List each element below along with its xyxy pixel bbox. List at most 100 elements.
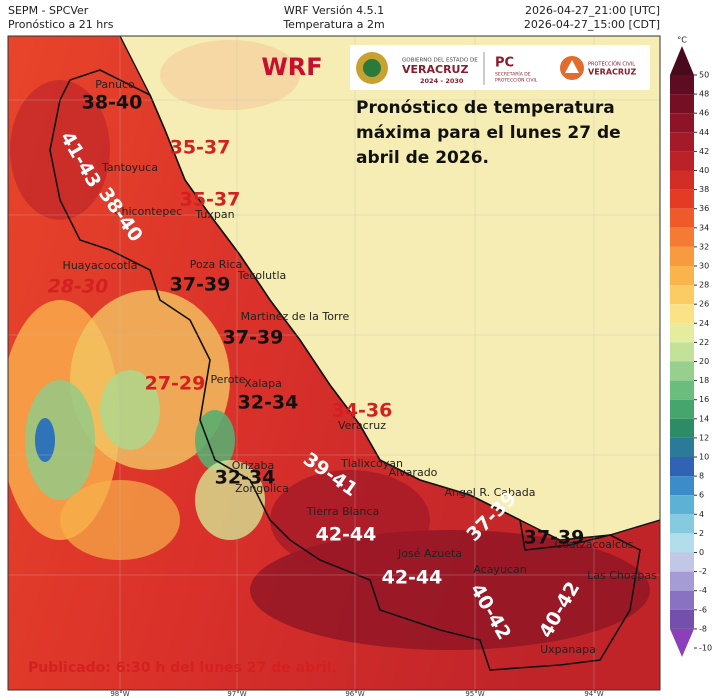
longitude-label: 98°W [110, 690, 129, 697]
colorbar-tick-label: 14 [699, 414, 709, 423]
colorbar-swatch [670, 208, 694, 228]
temperature-range: 35-37 [170, 137, 231, 159]
colorbar-unit: °C [677, 36, 687, 45]
colorbar-swatch [670, 590, 694, 610]
colorbar-tick-label: 0 [699, 548, 704, 557]
place-label: Las Choapas [587, 569, 657, 582]
colorbar-tick-label: -10 [699, 644, 712, 653]
temperature-range: 37-39 [524, 527, 585, 549]
logo-text: VERACRUZ [588, 68, 637, 77]
colorbar-tick-label: -8 [699, 624, 707, 633]
logo-text: PROTECCIÓN CIVIL [588, 61, 635, 68]
place-label: Acayucan [473, 563, 526, 576]
temperature-range: 28-30 [48, 276, 109, 298]
colorbar-swatch [670, 418, 694, 438]
colorbar-tick-label: -4 [699, 586, 707, 595]
colorbar-swatch [670, 323, 694, 343]
longitude-label: 95°W [465, 690, 484, 697]
place-label: Chicontepec [114, 205, 182, 218]
colorbar-swatch [670, 304, 694, 324]
colorbar-tick-label: 48 [699, 90, 709, 99]
colorbar-tick-label: 18 [699, 376, 709, 385]
place-label: Huayacocotla [63, 259, 138, 272]
map-frame [7, 35, 661, 691]
forecast-text: máxima para el lunes 27 de [356, 123, 621, 143]
logo-text: 2024 - 2030 [420, 77, 464, 85]
logo-text: VERACRUZ [402, 63, 468, 76]
header-text: Temperatura a 2m [282, 18, 384, 31]
colorbar-tick-label: 22 [699, 338, 709, 347]
colorbar-cap [670, 46, 694, 75]
colorbar-swatch [670, 246, 694, 266]
map [8, 36, 660, 690]
colorbar-swatch [670, 380, 694, 400]
temperature-range: 37-39 [170, 274, 231, 296]
colorbar-swatch [670, 94, 694, 114]
colorbar-tick-label: 12 [699, 433, 709, 442]
footer-text: Publicado: 6:30 h del lunes 27 de abril. [28, 660, 337, 676]
colorbar-swatch [670, 476, 694, 496]
place-label: Tantoyuca [101, 161, 158, 174]
longitude-label: 97°W [227, 690, 246, 697]
place-label: Tecolutla [237, 269, 287, 282]
colorbar-tick-label: 32 [699, 242, 709, 251]
colorbar-tick-label: -6 [699, 605, 707, 614]
colorbar-tick-label: 10 [699, 453, 709, 462]
colorbar-tick-label: 26 [699, 300, 709, 309]
colorbar-swatch [670, 457, 694, 477]
longitude-label: 96°W [345, 690, 364, 697]
colorbar-swatch [670, 609, 694, 629]
colorbar-swatch [670, 170, 694, 190]
logo-text: PC [495, 56, 514, 71]
place-label: Alvarado [389, 466, 438, 479]
colorbar-swatch [670, 132, 694, 152]
colorbar-tick-label: 20 [699, 357, 709, 366]
place-label: Uxpanapa [540, 643, 596, 656]
colorbar-tick-label: 44 [699, 128, 709, 137]
place-label: Poza Rica [190, 258, 242, 271]
temperature-range: 38-40 [82, 92, 143, 114]
colorbar-swatch [670, 113, 694, 133]
place-label: Orizaba [232, 459, 274, 472]
colorbar-swatch [670, 361, 694, 381]
colorbar-tick-label: 24 [699, 319, 709, 328]
temperature-range: 37-39 [223, 327, 284, 349]
colorbar-tick-label: 46 [699, 109, 709, 118]
header-text: 2026-04-27_15:00 [CDT] [524, 18, 660, 31]
place-label: Coatzacoalcos [554, 538, 633, 551]
colorbar-tick-label: 28 [699, 281, 709, 290]
colorbar-swatch [670, 533, 694, 553]
temperature-range: 42-44 [316, 524, 377, 546]
place-label: Martinez de la Torre [241, 310, 350, 323]
place-label: José Azueta [397, 547, 462, 560]
colorbar-tick-label: 16 [699, 395, 709, 404]
colorbar-tick-label: 40 [699, 166, 709, 175]
colorbar-swatch [670, 266, 694, 286]
temperature-range: 27-29 [145, 373, 206, 395]
colorbar-swatch [670, 552, 694, 572]
place-label: Tierra Blanca [306, 505, 379, 518]
colorbar-swatch [670, 75, 694, 95]
temperature-range: 32-34 [238, 392, 299, 414]
place-label: Angel R. Cabada [445, 486, 536, 499]
header-text: 2026-04-27_21:00 [UTC] [525, 4, 660, 17]
header-text: SEPM - SPCVer [8, 4, 89, 17]
place-label: Tuxpan [194, 208, 234, 221]
place-label: Veracruz [338, 419, 386, 432]
temperature-range: 42-44 [382, 567, 443, 589]
colorbar-swatch [670, 227, 694, 247]
colorbar-tick-label: 36 [699, 204, 709, 213]
forecast-text: Pronóstico de temperatura [356, 98, 615, 118]
place-label: Perote [210, 373, 245, 386]
colorbar-swatch [670, 189, 694, 209]
colorbar-swatch [670, 495, 694, 515]
colorbar-swatch [670, 514, 694, 534]
colorbar-tick-label: 38 [699, 185, 709, 194]
place-label: Zongolica [235, 482, 289, 495]
model-label: WRF [261, 53, 322, 81]
header-text: WRF Versión 4.5.1 [284, 4, 384, 17]
colorbar-tick-label: 4 [699, 510, 704, 519]
colorbar-swatch [670, 151, 694, 171]
temperature-range: 32-34 [215, 467, 276, 489]
